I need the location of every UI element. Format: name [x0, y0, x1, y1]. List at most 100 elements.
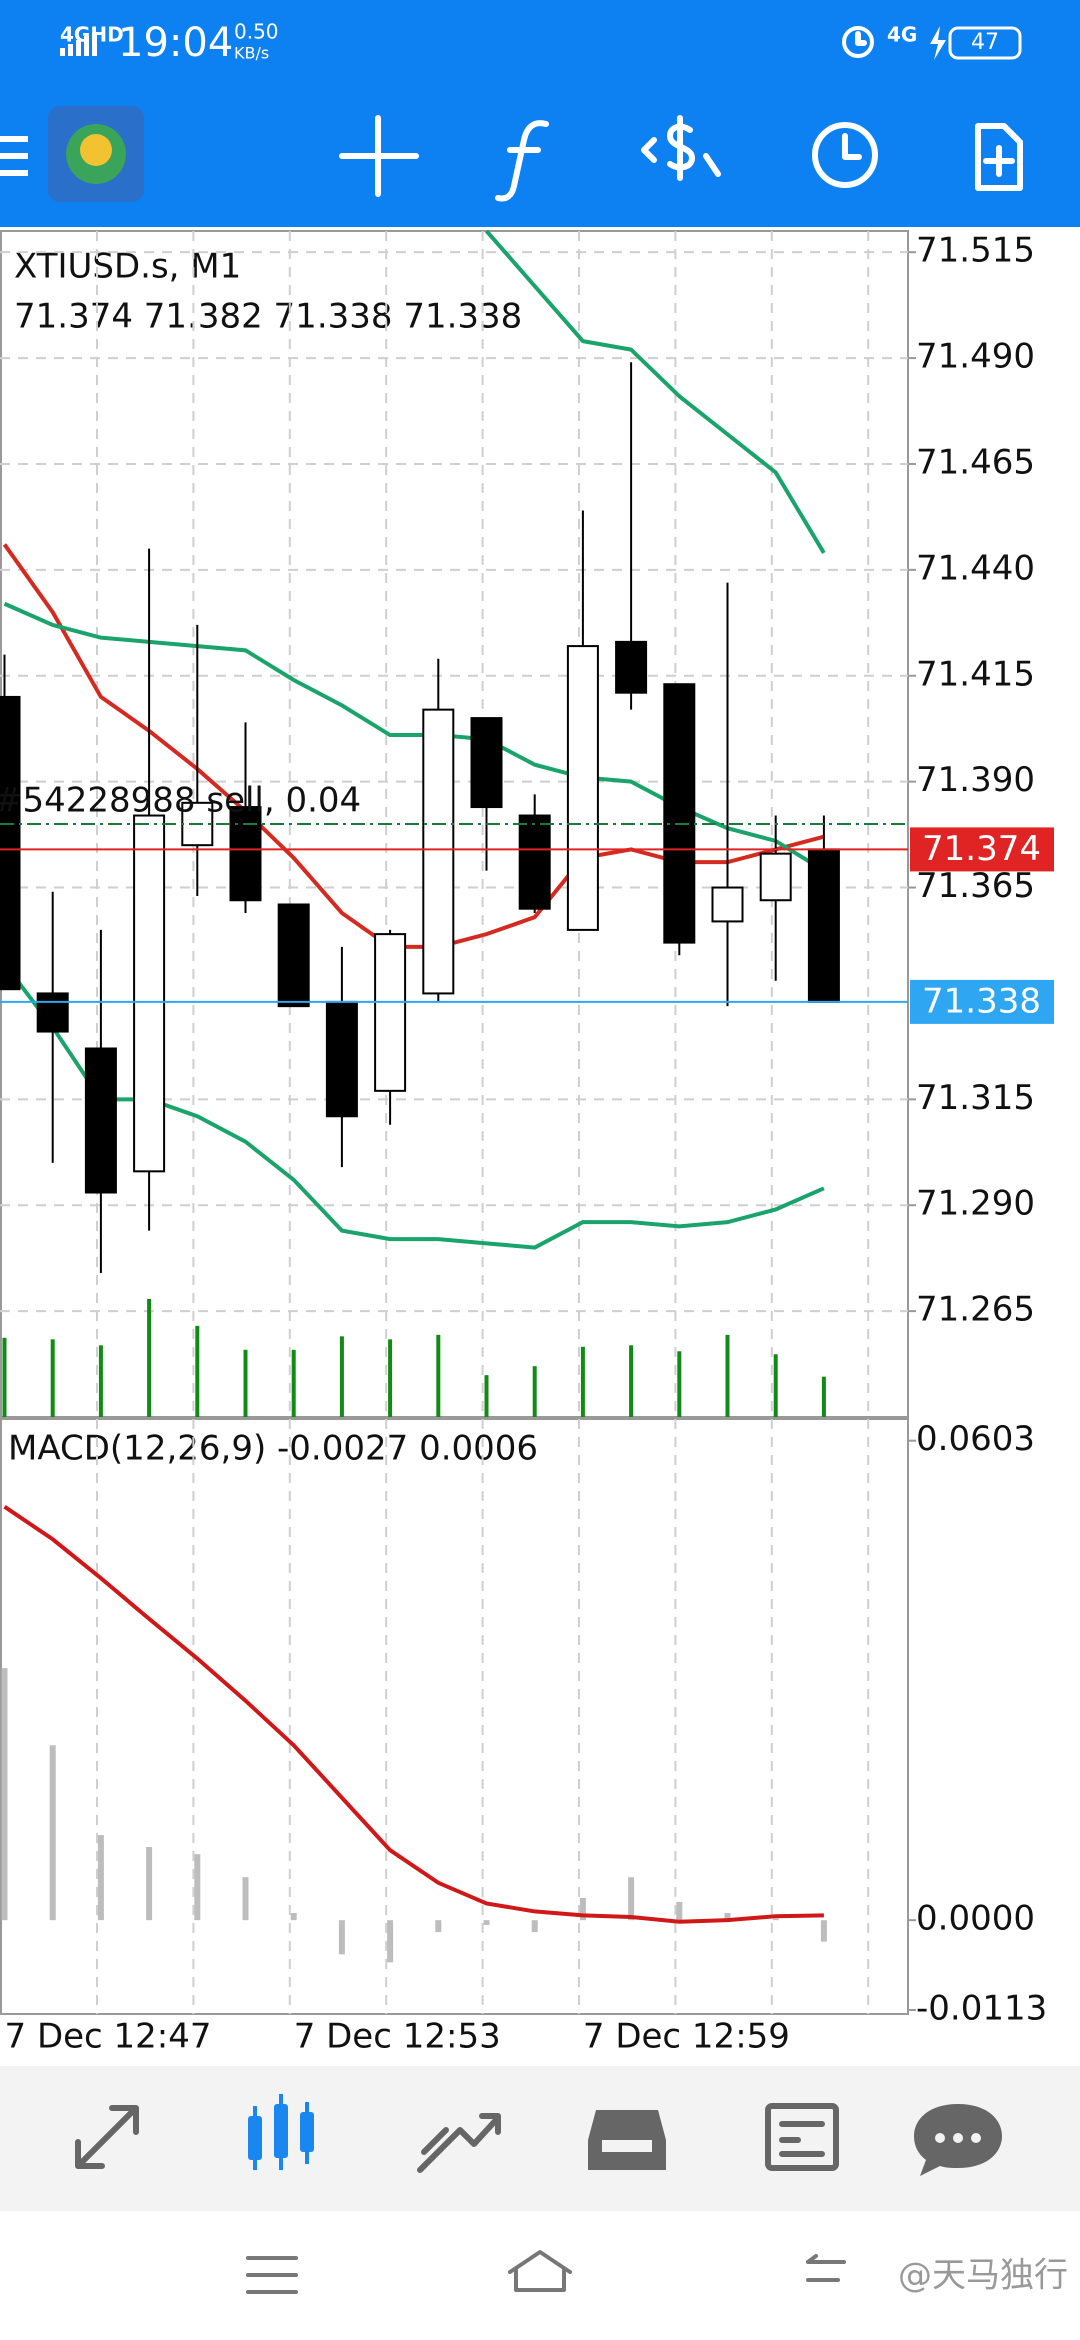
price-tag — [910, 827, 1054, 872]
x-tick-label: 7 Dec 12:47 — [5, 2017, 212, 2057]
macd-bar — [338, 1920, 345, 1955]
volume-bar — [532, 1366, 537, 1417]
alarm-icon — [842, 26, 874, 58]
y-tick-label: 71.415 — [916, 654, 1035, 694]
macd-bar — [724, 1913, 731, 1921]
volume-bar — [773, 1354, 778, 1417]
candle-body — [663, 683, 696, 944]
speed: 0.50 — [234, 20, 279, 44]
quotes-tab[interactable] — [75, 2105, 139, 2169]
candle-body — [36, 992, 69, 1033]
news-tab[interactable] — [765, 2103, 839, 2171]
indicator-line — [3, 1505, 824, 1924]
crosshair-button[interactable] — [339, 115, 419, 197]
top-bar — [0, 0, 1080, 227]
y-tick-label: 71.365 — [916, 866, 1035, 906]
macd-bar — [194, 1854, 201, 1921]
macd-bar — [146, 1847, 153, 1921]
volume-bar — [291, 1349, 296, 1417]
macd-pane-frame — [0, 1418, 909, 2015]
trade-button[interactable] — [641, 115, 721, 181]
candle-body — [759, 852, 792, 902]
macd-bar — [531, 1920, 538, 1933]
nav-back[interactable] — [806, 2254, 846, 2282]
candle-body — [374, 933, 407, 1092]
candle-body — [84, 1047, 117, 1194]
battery-icon — [948, 26, 1022, 60]
volume-bar — [2, 1337, 7, 1417]
volume-bar — [677, 1351, 682, 1417]
clock: 19:04 — [118, 20, 233, 66]
x-tick-label: 7 Dec 12:53 — [294, 2017, 501, 2057]
macd-bar — [387, 1920, 394, 1963]
ohlc-text: 71.374 71.382 71.338 71.338 — [14, 297, 522, 337]
network: 4GHD — [60, 23, 124, 47]
candle-body — [470, 717, 503, 809]
indicators-button[interactable] — [495, 120, 549, 202]
nav-menu[interactable] — [246, 2256, 298, 2294]
candle-body — [229, 806, 262, 902]
chat-tab[interactable] — [914, 2104, 1002, 2176]
price-tag — [910, 979, 1054, 1024]
speed-unit: KB/s — [234, 44, 269, 63]
candle-body — [325, 1000, 358, 1118]
price-tag-label: 71.374 — [922, 829, 1041, 869]
volume-bar — [243, 1349, 248, 1417]
nav-home[interactable] — [508, 2250, 572, 2292]
macd-bar — [290, 1913, 297, 1921]
y-tick-label: 0.0603 — [916, 1419, 1035, 1459]
indicator-line — [484, 229, 826, 554]
volume-bar — [725, 1334, 730, 1417]
y-tick-label: 71.290 — [916, 1184, 1035, 1224]
trade-tab[interactable] — [417, 2113, 501, 2173]
volume-bar — [339, 1336, 344, 1417]
macd-bar — [820, 1920, 827, 1942]
volume-bar — [629, 1345, 634, 1417]
macd-bar — [628, 1877, 635, 1921]
macd-bar — [483, 1920, 490, 1925]
y-tick-label: 71.390 — [916, 760, 1035, 800]
macd-bar — [97, 1835, 104, 1921]
new-order-button[interactable] — [975, 123, 1023, 191]
volume-bar — [195, 1325, 200, 1417]
macd-bar — [676, 1901, 683, 1921]
order-label: #54228988 sell, 0.04 — [0, 781, 361, 821]
macd-bar — [579, 1897, 586, 1921]
y-tick-label: -0.0113 — [916, 1989, 1047, 2029]
menu-button[interactable] — [0, 136, 28, 176]
volume-bar — [580, 1346, 585, 1417]
volume-bar — [50, 1339, 55, 1417]
macd-bar — [1, 1668, 8, 1921]
candle-body — [711, 886, 744, 923]
macd-bar — [49, 1745, 56, 1921]
network-right: 4G — [887, 23, 917, 47]
volume-bar — [147, 1299, 152, 1417]
candle-body — [422, 708, 455, 995]
y-tick-label: 71.490 — [916, 337, 1035, 377]
signal-icon — [60, 32, 97, 56]
y-tick-label: 71.440 — [916, 548, 1035, 588]
indicator-line — [3, 601, 825, 873]
x-tick-label: 7 Dec 12:59 — [583, 2017, 790, 2057]
bottom-toolbar — [0, 2066, 1080, 2211]
indicator-line — [2, 543, 825, 949]
volume-bar — [484, 1375, 489, 1417]
macd-title: MACD(12,26,9) -0.0027 0.0006 — [8, 1429, 538, 1469]
y-tick-label: 71.515 — [916, 231, 1035, 271]
charge-icon — [930, 26, 946, 60]
history-tab[interactable] — [588, 2110, 666, 2170]
macd-bar — [435, 1920, 442, 1933]
price-tag-label: 71.338 — [922, 981, 1041, 1021]
y-tick-label: 71.315 — [916, 1078, 1035, 1118]
chart-tab[interactable] — [248, 2094, 314, 2170]
battery: 47 — [971, 30, 999, 55]
macd-bar — [772, 1918, 779, 1921]
volume-bar — [98, 1345, 103, 1417]
volume-bar — [436, 1334, 441, 1417]
period-button[interactable] — [812, 122, 878, 188]
app-logo[interactable] — [48, 106, 144, 202]
macd-bar — [242, 1877, 249, 1921]
candle-body — [615, 640, 648, 694]
